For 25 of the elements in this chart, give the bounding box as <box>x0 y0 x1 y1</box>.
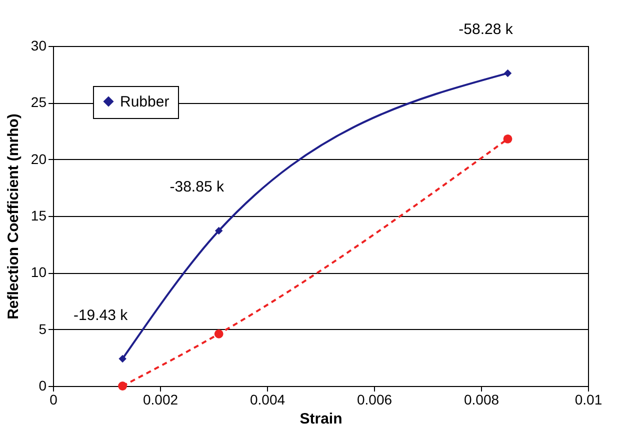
point <box>504 69 512 78</box>
y-axis-title: Reflection Coefficient (mrho) <box>4 114 22 320</box>
point <box>214 329 224 338</box>
point <box>503 134 512 144</box>
point <box>118 382 128 390</box>
y-tick-label: 0 <box>38 378 47 394</box>
annotation: -58.28 k <box>458 21 514 38</box>
x-axis-title: Strain <box>300 410 342 428</box>
y-tick-label: 30 <box>30 38 47 54</box>
y-tick-label: 10 <box>30 264 47 280</box>
point <box>118 354 126 363</box>
legend-label: Rubber <box>120 94 170 110</box>
y-tick-label: 15 <box>30 208 47 224</box>
y-tick-label: 5 <box>38 320 47 337</box>
y-tick-label: 25 <box>30 94 47 110</box>
point <box>214 226 223 235</box>
annotation: -38.85 k <box>170 178 224 196</box>
annotation: -19.43 k <box>73 306 128 324</box>
x-tick-label: 0 <box>50 392 58 408</box>
x-tick-label: 0.006 <box>356 392 392 408</box>
y-tick-label: 20 <box>30 150 47 167</box>
x-tick-label: 0.002 <box>142 392 178 408</box>
x-tick-label: 0.01 <box>574 392 602 408</box>
x-tick-label: 0.008 <box>464 392 500 408</box>
x-tick-label: 0.004 <box>250 392 286 408</box>
